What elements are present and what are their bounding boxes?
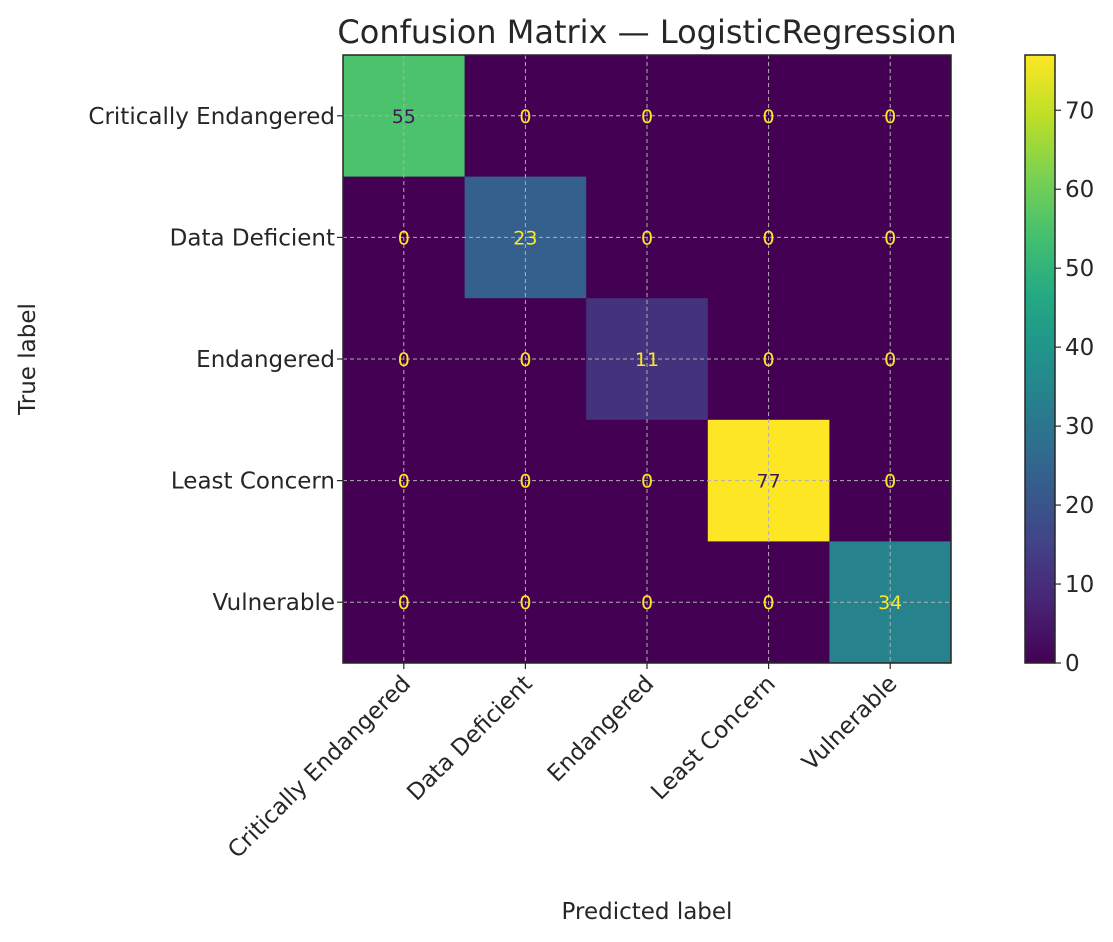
cell-value-label: 0 [763, 227, 775, 249]
cell-value-label: 0 [763, 106, 775, 128]
colorbar-tick-label: 0 [1065, 651, 1080, 677]
colorbar-tick-label: 50 [1065, 256, 1094, 282]
cell-value-label: 77 [757, 471, 781, 493]
cell-value-label: 0 [398, 471, 410, 493]
y-tick-label: Vulnerable [212, 590, 335, 616]
cell-value-label: 0 [519, 592, 531, 614]
cell-value-label: 0 [641, 592, 653, 614]
cell-value-label: 0 [884, 471, 896, 493]
colorbar [1024, 54, 1056, 664]
y-tick-label: Endangered [196, 347, 335, 373]
x-tick-label: Data Deficient [402, 671, 537, 806]
cell-value-label: 55 [392, 106, 416, 128]
cell-value-labels: 55 0 0 0 0 0 23 0 0 0 0 0 11 0 0 0 0 0 77 0 0 0 0 0 34 [392, 106, 903, 614]
cell-value-label: 0 [884, 227, 896, 249]
cell-value-label: 0 [641, 227, 653, 249]
y-tick-label: Least Concern [171, 469, 335, 495]
cell-value-label: 0 [519, 349, 531, 371]
grid-lines [343, 55, 951, 663]
x-axis-label: Predicted label [562, 899, 733, 925]
cell-value-label: 23 [513, 227, 537, 249]
colorbar-tick-label: 40 [1065, 335, 1094, 361]
x-tick-label: Endangered [543, 671, 660, 788]
cell-value-label: 0 [884, 349, 896, 371]
cell-value-label: 0 [763, 349, 775, 371]
y-axis-label: True label [15, 303, 41, 416]
y-tick-label: Data Deficient [170, 225, 335, 251]
cell-value-label: 0 [398, 349, 410, 371]
y-axis-tick-labels: Critically Endangered Data Deficient Endan… [88, 104, 343, 616]
x-tick-label: Critically Endangered [223, 671, 416, 864]
colorbar-tick-label: 20 [1065, 493, 1094, 519]
colorbar-ticks: 0 10 20 30 40 50 60 70 [1055, 98, 1094, 677]
cell-value-label: 0 [398, 227, 410, 249]
chart-title: Confusion Matrix — LogisticRegression [337, 13, 956, 51]
x-tick-label: Least Concern [646, 671, 780, 805]
cell-value-label: 0 [398, 592, 410, 614]
cell-value-label: 0 [519, 106, 531, 128]
colorbar-tick-label: 30 [1065, 414, 1094, 440]
colorbar-tick-label: 10 [1065, 572, 1094, 598]
cell-value-label: 0 [641, 106, 653, 128]
cell-value-label: 0 [519, 471, 531, 493]
x-tick-label: Vulnerable [797, 671, 902, 776]
colorbar-tick-label: 60 [1065, 177, 1094, 203]
cell-value-label: 0 [763, 592, 775, 614]
cell-value-label: 0 [641, 471, 653, 493]
cell-value-label: 11 [635, 349, 659, 371]
y-tick-label: Critically Endangered [88, 104, 335, 130]
colorbar-tick-label: 70 [1065, 98, 1094, 124]
cell-value-label: 34 [878, 592, 902, 614]
cell-value-label: 0 [884, 106, 896, 128]
